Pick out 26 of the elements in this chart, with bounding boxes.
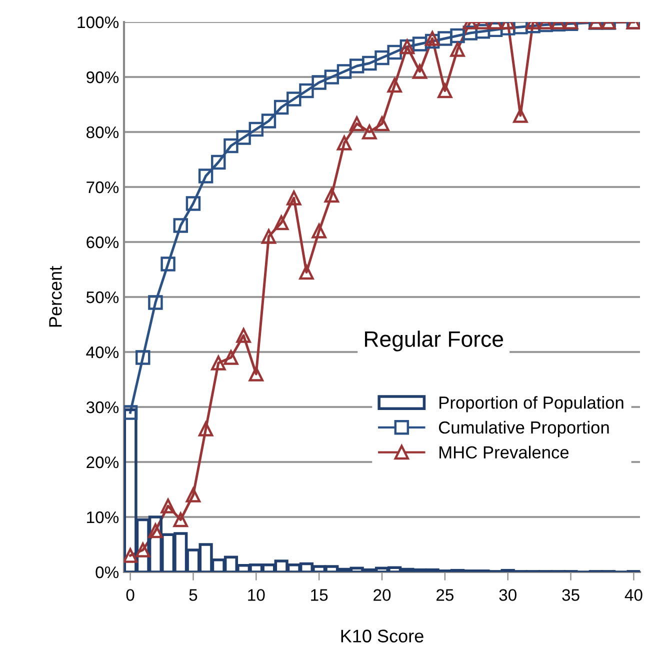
y-tick-label: 10% bbox=[87, 511, 119, 524]
y-tick-label: 90% bbox=[86, 71, 119, 84]
y-tick-label: 30% bbox=[86, 401, 119, 414]
y-tick-label: 60% bbox=[86, 236, 119, 248]
legend-label: MHC Prevalence bbox=[440, 446, 569, 459]
y-tick-label: 20% bbox=[86, 456, 119, 468]
y-tick-label: 70% bbox=[86, 181, 119, 194]
x-tick-label: 5 bbox=[189, 589, 198, 601]
y-tick-label: 80% bbox=[86, 126, 119, 138]
x-axis-title: K10 Score bbox=[341, 630, 424, 642]
x-tick-label: 30 bbox=[499, 589, 516, 601]
x-tick-label: 15 bbox=[311, 589, 328, 601]
x-tick-label: 20 bbox=[374, 589, 391, 601]
x-tick-label: 40 bbox=[624, 589, 642, 601]
x-tick-label: 0 bbox=[126, 589, 134, 601]
x-tick-label: 35 bbox=[562, 589, 580, 601]
legend-label: Cumulative Proportion bbox=[438, 420, 609, 438]
text: Regular Force bbox=[365, 330, 504, 352]
y-tick-label: 0% bbox=[96, 566, 119, 578]
x-tick-label: 10 bbox=[248, 589, 265, 601]
y-tick-label: 40% bbox=[86, 346, 119, 358]
y-tick-label: 100% bbox=[78, 16, 119, 28]
y-axis-title: Percent bbox=[49, 266, 62, 327]
x-tick-label: 25 bbox=[436, 589, 454, 601]
y-tick-label: 50% bbox=[86, 291, 119, 304]
legend-label: Proportion of Population bbox=[440, 396, 624, 412]
